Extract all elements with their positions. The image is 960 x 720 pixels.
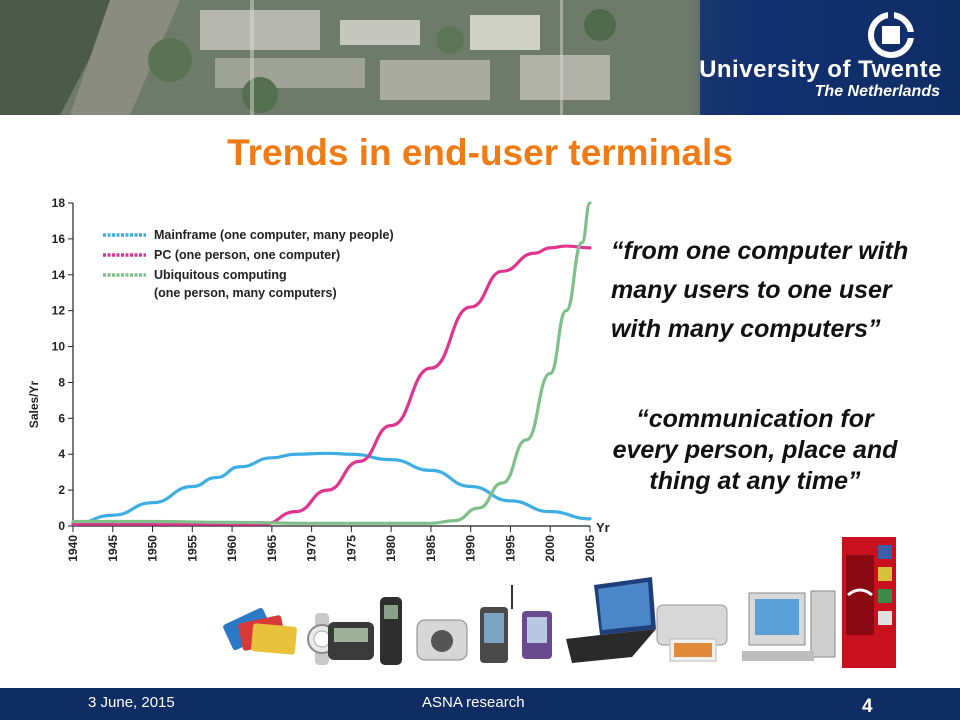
footer-date: 3 June, 2015 xyxy=(88,694,175,711)
camera-icon xyxy=(416,619,468,661)
chart-legend: Mainframe (one computer, many people) PC … xyxy=(103,228,394,300)
y-tick-label: 14 xyxy=(52,268,66,282)
university-name: University of Twente xyxy=(699,56,942,83)
x-tick-label: 1995 xyxy=(503,535,517,562)
pager-icon xyxy=(328,622,374,660)
header-banner: University of Twente The Netherlands xyxy=(0,0,960,115)
x-tick-label: 1985 xyxy=(424,535,438,562)
chart-series xyxy=(71,201,592,526)
x-tick-label: 1970 xyxy=(305,535,319,562)
logo-area: University of Twente The Netherlands xyxy=(690,0,960,115)
y-tick-label: 12 xyxy=(52,304,66,318)
quote-secondary: “communication for every person, place a… xyxy=(612,405,898,495)
x-tick-label: 1945 xyxy=(106,535,120,562)
printer-icon xyxy=(656,604,728,662)
sales-trend-chart: 0 2 4 6 8 10 12 14 16 18 1940 1945 1950 1955 1960 1965 1… xyxy=(27,196,610,562)
y-tick-label: 4 xyxy=(58,447,65,461)
handheld-device-icon xyxy=(522,611,552,659)
campus-aerial-photo xyxy=(0,0,700,115)
y-tick-label: 6 xyxy=(58,411,65,425)
quote-main: “from one computer with many users to on… xyxy=(611,237,909,343)
x-tick-label: 1990 xyxy=(464,535,478,562)
university-logo-icon xyxy=(868,12,914,58)
slide-title: Trends in end-user terminals xyxy=(227,132,733,173)
university-country: The Netherlands xyxy=(814,83,940,100)
mobile-phone-icon xyxy=(380,597,402,665)
y-tick-label: 16 xyxy=(52,232,66,246)
legend-label-line: PC (one person, one computer) xyxy=(154,248,340,262)
legend-label-line: Mainframe (one computer, many people) xyxy=(154,228,394,242)
x-tick-label: 2005 xyxy=(583,535,597,562)
x-tick-label: 1965 xyxy=(265,535,279,562)
series-line-2 xyxy=(71,201,592,525)
vending-machine-icon xyxy=(842,537,896,668)
page-number: 4 xyxy=(862,696,873,717)
legend-label-1: PC (one person, one computer) xyxy=(154,248,340,262)
legend-label-line: (one person, many computers) xyxy=(154,286,337,300)
devices-illustration xyxy=(223,537,896,668)
credit-cards-icon xyxy=(223,608,297,655)
x-tick-label: 1940 xyxy=(66,535,80,562)
legend-label-2: Ubiquitous computing (one person, many co… xyxy=(154,268,337,300)
pda-icon xyxy=(480,585,513,663)
x-axis-label: Yr xyxy=(596,520,610,535)
desktop-pc-icon xyxy=(742,590,836,661)
y-tick-label: 18 xyxy=(52,196,66,210)
footer-center-text: ASNA research xyxy=(422,694,525,711)
footer-bar: 3 June, 2015 ASNA research 4 xyxy=(0,688,960,720)
x-tick-label: 1960 xyxy=(225,535,239,562)
x-tick-label: 1980 xyxy=(384,535,398,562)
y-tick-label: 8 xyxy=(58,375,65,389)
legend-label-0: Mainframe (one computer, many people) xyxy=(154,228,394,242)
x-tick-label: 2000 xyxy=(543,535,557,562)
x-tick-label: 1950 xyxy=(146,535,160,562)
y-tick-label: 10 xyxy=(52,340,66,354)
x-tick-label: 1955 xyxy=(185,535,199,562)
legend-label-line: Ubiquitous computing xyxy=(154,268,287,282)
laptop-icon xyxy=(566,577,656,663)
y-axis-label: Sales/Yr xyxy=(27,380,41,428)
x-tick-label: 1975 xyxy=(344,535,358,562)
y-tick-label: 0 xyxy=(58,519,65,533)
chart-axes: 0 2 4 6 8 10 12 14 16 18 1940 1945 1950 1955 1960 1965 1… xyxy=(27,196,610,562)
y-tick-label: 2 xyxy=(58,483,65,497)
